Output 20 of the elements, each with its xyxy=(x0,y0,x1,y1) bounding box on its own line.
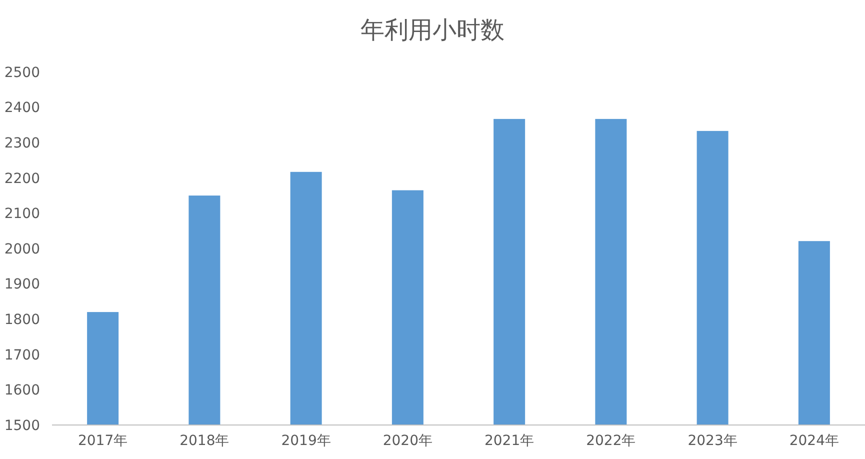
y-tick-label: 1900 xyxy=(4,276,40,293)
y-tick-label: 2400 xyxy=(4,100,40,116)
x-tick-label: 2019年 xyxy=(281,433,331,449)
x-tick-label: 2020年 xyxy=(382,433,433,449)
x-tick-label: 2017年 xyxy=(78,433,128,449)
y-tick-label: 1800 xyxy=(4,312,40,328)
y-tick-label: 2100 xyxy=(4,206,40,222)
chart-title: 年利用小时数 xyxy=(360,16,504,44)
y-tick-label: 2000 xyxy=(4,241,40,258)
y-tick-label: 2200 xyxy=(4,170,40,187)
y-tick-label: 1600 xyxy=(4,382,40,399)
y-tick-label: 2300 xyxy=(4,136,40,152)
x-tick-label: 2024年 xyxy=(789,433,840,449)
x-tick-label: 2023年 xyxy=(688,433,738,449)
y-tick-label: 1700 xyxy=(4,347,40,364)
x-tick-label: 2022年 xyxy=(586,433,636,449)
x-tick-label: 2021年 xyxy=(484,433,534,449)
x-tick-label: 2018年 xyxy=(180,433,230,449)
y-tick-label: 1500 xyxy=(4,418,40,434)
y-tick-label: 2500 xyxy=(4,64,40,81)
